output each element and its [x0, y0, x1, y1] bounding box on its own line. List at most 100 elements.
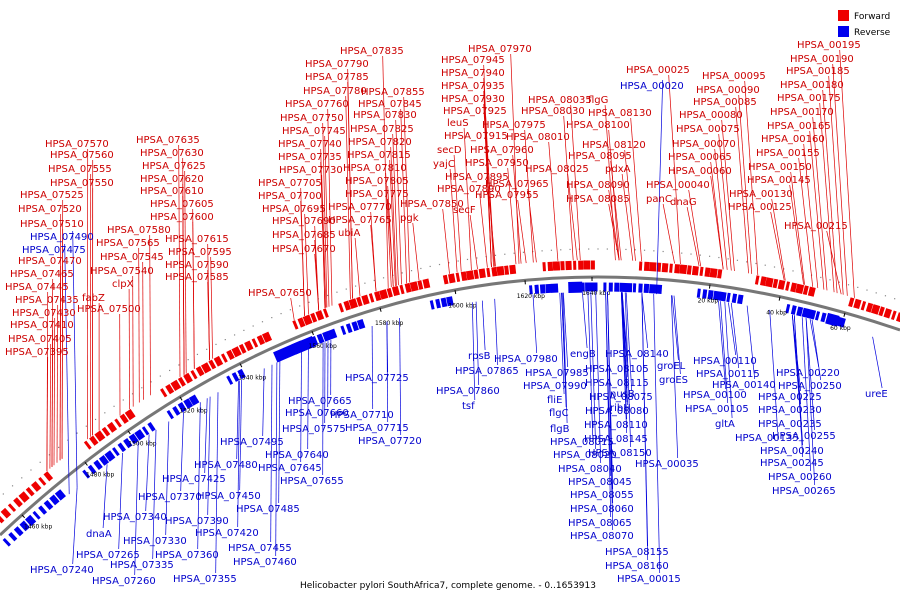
forward-gene — [807, 286, 816, 297]
forward-gene-label: HPSA_07890 — [437, 184, 501, 195]
forward-gene-label: HPSA_00085 — [693, 97, 757, 108]
forward-gene — [565, 260, 572, 271]
reverse-gene-label: HPSA_08160 — [605, 561, 669, 572]
forward-leader-line — [624, 149, 636, 261]
reverse-leader-line — [595, 291, 602, 464]
track-dot — [94, 418, 97, 421]
forward-gene — [790, 282, 798, 293]
reverse-leader-line — [805, 318, 816, 431]
forward-leader-line — [822, 89, 838, 294]
reverse-gene-label: HPSA_08020 — [553, 450, 617, 461]
reverse-gene-label: HPSA_07450 — [197, 491, 261, 502]
reverse-leader-line — [670, 295, 679, 459]
reverse-gene — [737, 294, 744, 305]
reverse-gene-label: HPSA_07420 — [195, 528, 259, 539]
forward-gene — [777, 279, 786, 290]
tick-label: 20 kbp — [698, 297, 719, 304]
forward-gene — [883, 308, 892, 319]
track-dot — [764, 264, 766, 266]
reverse-gene — [117, 442, 127, 453]
forward-gene-label: secD — [437, 145, 462, 156]
forward-leader-line — [570, 104, 581, 261]
forward-gene — [455, 272, 461, 282]
reverse-leader-line — [728, 302, 737, 356]
forward-leader-line — [604, 104, 616, 261]
forward-gene-label: HPSA_07410 — [10, 320, 74, 331]
reverse-gene-label: HPSA_08145 — [584, 434, 648, 445]
reverse-leader-line — [494, 298, 499, 366]
forward-leader-line — [53, 317, 56, 466]
reverse-gene-label: HPSA_00140 — [712, 380, 776, 391]
forward-gene-label: pdxA — [605, 164, 631, 175]
reverse-leader-line — [625, 292, 633, 392]
forward-leader-line — [192, 208, 195, 369]
track-dot — [131, 393, 134, 395]
forward-gene-label: HPSA_07635 — [136, 135, 200, 146]
reverse-gene-label: HPSA_07390 — [165, 516, 229, 527]
reverse-gene — [13, 526, 24, 537]
forward-gene — [190, 370, 198, 380]
forward-leader-line — [803, 143, 819, 289]
forward-gene — [256, 334, 266, 346]
tick-label: 1500 kbp — [128, 441, 156, 448]
forward-gene-label: HPSA_08120 — [582, 140, 646, 151]
forward-leader-line — [207, 243, 210, 361]
reverse-gene — [707, 290, 714, 300]
forward-gene — [356, 296, 363, 307]
forward-leader-line — [128, 288, 130, 410]
reverse-gene-label: HPSA_07240 — [30, 565, 94, 576]
reverse-gene — [702, 289, 708, 299]
forward-gene — [409, 281, 419, 292]
forward-leader-line — [718, 133, 732, 271]
forward-gene — [177, 376, 186, 387]
reverse-gene-label: HPSA_00225 — [758, 392, 822, 403]
forward-gene-label: HPSA_07955 — [475, 190, 539, 201]
forward-gene — [165, 383, 175, 395]
track-dot — [690, 253, 692, 255]
tick-label: 1600 kbp — [448, 303, 476, 310]
reverse-leader-line — [475, 301, 480, 386]
forward-gene-label: HPSA_07915 — [444, 131, 508, 142]
forward-gene-label: HPSA_00060 — [668, 166, 732, 177]
forward-gene-label: HPSA_07970 — [468, 44, 532, 55]
forward-gene — [297, 317, 306, 328]
forward-gene-label: HPSA_07930 — [441, 94, 505, 105]
forward-gene-label: ubiA — [338, 228, 360, 239]
forward-leader-line — [507, 167, 517, 265]
reverse-leader-line — [64, 243, 70, 495]
forward-gene — [343, 300, 351, 311]
forward-gene — [114, 418, 122, 428]
reverse-gene — [104, 450, 116, 462]
track-dot — [21, 477, 23, 479]
forward-gene-label: HPSA_07650 — [248, 288, 312, 299]
track-dot — [746, 261, 748, 263]
track-dot — [336, 291, 338, 293]
forward-gene — [848, 297, 855, 308]
forward-gene — [25, 486, 35, 497]
forward-gene — [361, 294, 370, 305]
reverse-gene-label: HPSA_07575 — [282, 424, 346, 435]
forward-leader-line — [721, 119, 735, 272]
track-dot — [122, 399, 124, 401]
forward-gene-label: HPSA_07830 — [353, 110, 417, 121]
forward-gene-label: clpX — [112, 279, 134, 290]
reverse-leader-line — [559, 292, 565, 395]
forward-gene — [322, 308, 329, 318]
forward-gene-label: HPSA_07810 — [343, 163, 407, 174]
reverse-leader-line — [587, 291, 594, 437]
reverse-gene-label: ureE — [865, 389, 888, 400]
reverse-gene — [24, 514, 37, 527]
reverse-gene — [608, 282, 613, 292]
forward-leader-line — [56, 304, 59, 463]
reverse-genes — [2, 281, 846, 547]
reverse-gene — [568, 281, 583, 293]
forward-gene — [865, 302, 874, 313]
forward-gene — [890, 310, 897, 321]
forward-leader-line — [149, 234, 151, 396]
tick-mark — [379, 307, 382, 312]
forward-leader-line — [314, 225, 320, 311]
reverse-gene-label: HPSA_07455 — [228, 543, 292, 554]
forward-gene — [200, 362, 212, 374]
reverse-gene — [718, 291, 727, 302]
